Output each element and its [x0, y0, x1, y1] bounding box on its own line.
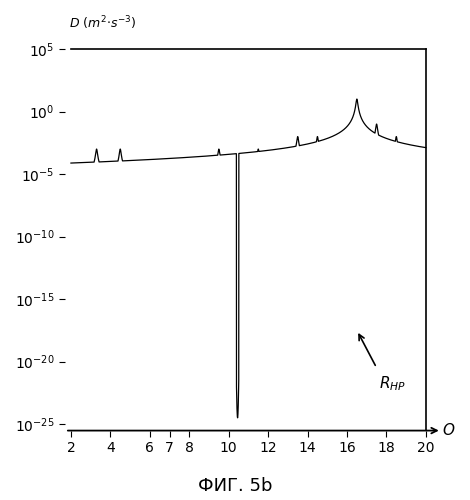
Text: $R_{HP}$: $R_{HP}$ [378, 374, 406, 393]
Text: $D\ (m^2{\cdot}s^{-3})$: $D\ (m^2{\cdot}s^{-3})$ [69, 15, 136, 32]
Text: ФИГ. 5b: ФИГ. 5b [198, 477, 272, 495]
Text: O: O [443, 423, 454, 438]
